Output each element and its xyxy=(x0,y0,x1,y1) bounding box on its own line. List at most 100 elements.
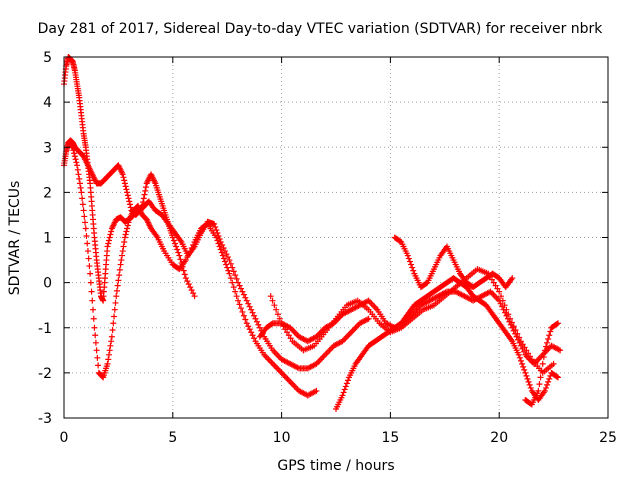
data-point xyxy=(519,360,526,367)
data-point xyxy=(546,332,553,339)
data-point xyxy=(242,316,249,323)
data-point xyxy=(229,264,236,271)
data-point xyxy=(121,180,128,187)
data-point xyxy=(236,301,243,308)
x-tick-label: 5 xyxy=(168,430,177,446)
data-point xyxy=(502,309,509,316)
data-point xyxy=(111,306,118,313)
data-point xyxy=(492,282,499,289)
data-point xyxy=(553,373,560,380)
data-point xyxy=(72,156,79,163)
data-point xyxy=(517,338,524,345)
data-point xyxy=(508,319,515,326)
data-point xyxy=(119,248,126,255)
data-point xyxy=(233,293,240,300)
data-point xyxy=(488,276,495,283)
data-point xyxy=(539,360,546,367)
data-point xyxy=(236,282,243,289)
series-trace-e xyxy=(267,266,557,376)
data-point xyxy=(524,375,531,382)
data-point xyxy=(220,255,227,262)
data-point xyxy=(122,231,129,238)
data-point xyxy=(226,270,233,277)
y-tick-label: 0 xyxy=(43,276,52,292)
chart-title: Day 281 of 2017, Sidereal Day-to-day VTE… xyxy=(38,21,604,37)
x-tick-label: 20 xyxy=(490,430,508,446)
data-point xyxy=(541,387,548,394)
y-tick-label: -3 xyxy=(38,411,52,427)
data-point xyxy=(140,195,147,202)
data-point xyxy=(521,344,528,351)
data-point xyxy=(537,374,544,381)
data-point xyxy=(81,213,88,220)
y-tick-label: 5 xyxy=(43,50,52,66)
series-trace-h xyxy=(522,320,561,408)
series-trace-c xyxy=(65,139,198,381)
data-point xyxy=(71,153,78,160)
data-point xyxy=(243,320,250,327)
data-point xyxy=(544,339,551,346)
data-point xyxy=(342,383,349,390)
data-point xyxy=(92,339,99,346)
data-point xyxy=(235,279,242,286)
data-point xyxy=(255,321,262,328)
x-tick-label: 10 xyxy=(273,430,291,446)
data-point xyxy=(405,255,412,262)
data-point xyxy=(542,343,549,350)
data-point xyxy=(225,267,232,274)
data-point xyxy=(110,320,117,327)
x-tick-label: 25 xyxy=(599,430,617,446)
data-point xyxy=(284,329,291,336)
data-point xyxy=(127,201,134,208)
data-point xyxy=(515,351,522,358)
data-point xyxy=(497,300,504,307)
data-point xyxy=(74,166,81,173)
data-point xyxy=(219,252,226,259)
x-tick-label: 15 xyxy=(381,430,399,446)
data-point xyxy=(71,150,78,157)
data-point xyxy=(526,381,533,388)
data-point xyxy=(124,225,131,232)
data-point xyxy=(121,177,128,184)
y-tick-label: -2 xyxy=(38,366,52,382)
data-point xyxy=(89,297,96,304)
data-point xyxy=(554,374,561,381)
data-point xyxy=(119,171,126,178)
data-point xyxy=(106,347,113,354)
data-point xyxy=(243,297,250,304)
data-point xyxy=(169,234,176,241)
data-point xyxy=(229,279,236,286)
data-point xyxy=(406,258,413,265)
data-point xyxy=(271,302,278,309)
data-point xyxy=(276,315,283,322)
data-point xyxy=(170,237,177,244)
data-point xyxy=(219,242,226,249)
data-point xyxy=(282,326,289,333)
data-point xyxy=(249,332,256,339)
data-point xyxy=(410,267,417,274)
data-point xyxy=(188,287,195,294)
data-point xyxy=(180,267,187,274)
data-point xyxy=(222,258,229,265)
data-point xyxy=(75,171,82,178)
data-point xyxy=(525,350,532,357)
series-trace-b xyxy=(61,137,372,372)
data-point xyxy=(267,293,274,300)
data-point xyxy=(105,351,112,358)
data-point xyxy=(519,341,526,348)
data-point xyxy=(523,347,530,354)
data-point xyxy=(523,372,530,379)
data-point xyxy=(125,195,132,202)
data-point xyxy=(139,202,146,209)
data-point xyxy=(227,275,234,282)
data-point xyxy=(127,204,134,211)
data-point xyxy=(117,261,124,268)
data-point xyxy=(245,323,252,330)
data-point xyxy=(119,252,126,259)
data-point xyxy=(542,384,549,391)
data-point xyxy=(107,231,114,238)
series-trace-a xyxy=(61,54,320,399)
data-point xyxy=(546,375,553,382)
data-point xyxy=(280,323,287,330)
